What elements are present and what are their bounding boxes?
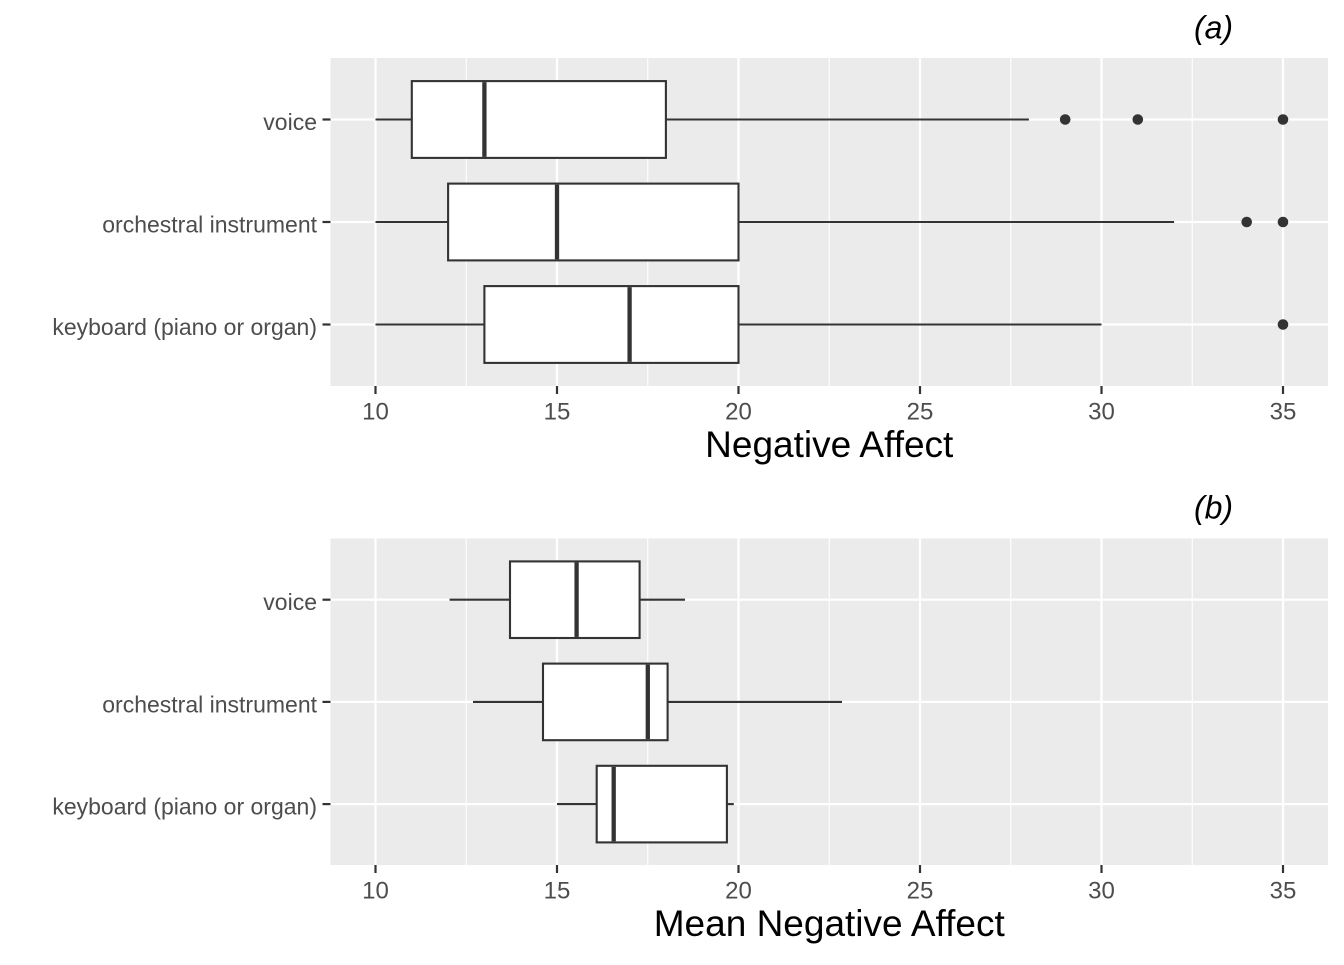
svg-text:voice: voice (263, 589, 317, 615)
svg-text:25: 25 (907, 399, 934, 426)
svg-text:orchestral instrument: orchestral instrument (102, 691, 317, 717)
svg-text:15: 15 (544, 878, 571, 905)
svg-text:35: 35 (1270, 878, 1297, 905)
svg-text:Mean Negative Affect: Mean Negative Affect (654, 903, 1006, 944)
svg-text:(a): (a) (1194, 10, 1233, 46)
svg-text:10: 10 (362, 878, 389, 905)
svg-text:35: 35 (1270, 399, 1297, 426)
svg-text:orchestral instrument: orchestral instrument (102, 212, 317, 238)
svg-text:15: 15 (544, 399, 571, 426)
svg-text:20: 20 (725, 878, 752, 905)
svg-text:Negative Affect: Negative Affect (705, 424, 954, 465)
svg-text:voice: voice (263, 109, 317, 135)
svg-text:10: 10 (362, 399, 389, 426)
svg-text:20: 20 (725, 399, 752, 426)
svg-text:(b): (b) (1194, 490, 1233, 526)
svg-text:keyboard (piano or organ): keyboard (piano or organ) (52, 314, 317, 340)
svg-text:30: 30 (1088, 878, 1115, 905)
svg-text:keyboard (piano or organ): keyboard (piano or organ) (52, 794, 317, 820)
svg-text:25: 25 (907, 878, 934, 905)
svg-text:30: 30 (1088, 399, 1115, 426)
